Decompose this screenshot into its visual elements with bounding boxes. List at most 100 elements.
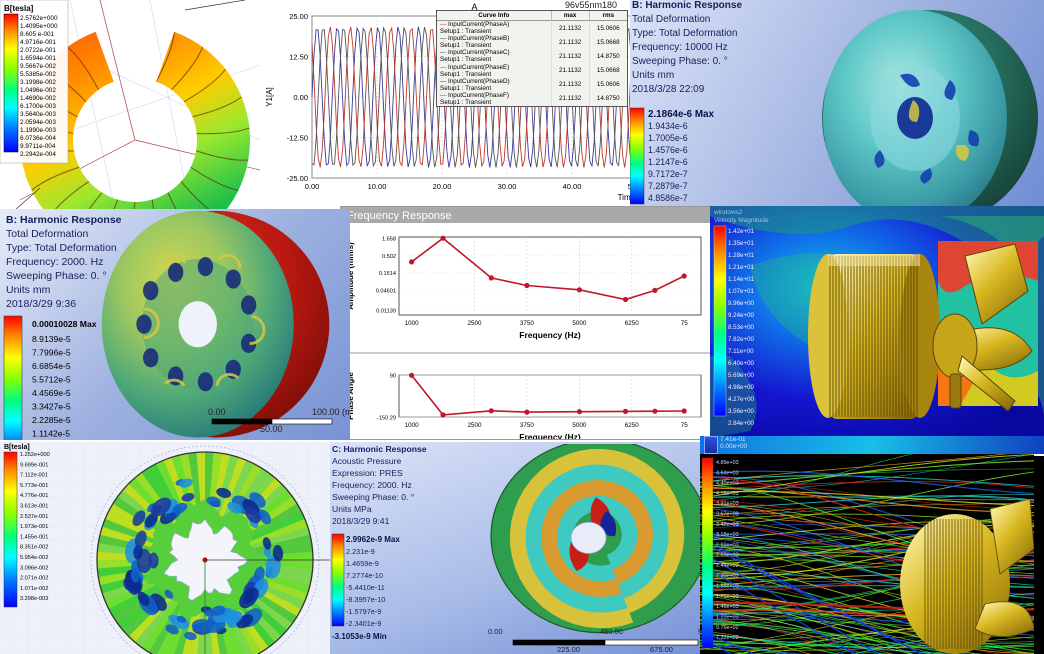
svg-text:1.9434e-6: 1.9434e-6 bbox=[648, 121, 688, 131]
svg-text:1.22e+03: 1.22e+03 bbox=[716, 615, 739, 621]
svg-text:1.252e+000: 1.252e+000 bbox=[20, 452, 50, 458]
svg-text:2.2942e-004: 2.2942e-004 bbox=[20, 151, 56, 158]
svg-text:2.44e+03: 2.44e+03 bbox=[716, 563, 739, 569]
svg-text:1.42e+01: 1.42e+01 bbox=[728, 228, 755, 235]
svg-text:1.4690e-002: 1.4690e-002 bbox=[20, 95, 56, 102]
svg-text:5.773e-001: 5.773e-001 bbox=[20, 483, 48, 489]
svg-text:9.96e+00: 9.96e+00 bbox=[728, 300, 755, 307]
svg-text:B: Harmonic Response: B: Harmonic Response bbox=[632, 0, 742, 11]
svg-text:2018/3/29 9:41: 2018/3/29 9:41 bbox=[332, 516, 390, 526]
svg-text:4.89e+03: 4.89e+03 bbox=[716, 460, 739, 466]
svg-text:100.00 (mm): 100.00 (mm) bbox=[312, 407, 350, 417]
svg-text:-1.5797e-9: -1.5797e-9 bbox=[346, 607, 381, 616]
svg-text:12.50: 12.50 bbox=[289, 53, 308, 62]
svg-text:Frequency Response: Frequency Response bbox=[347, 210, 452, 222]
svg-text:3.91e+03: 3.91e+03 bbox=[716, 501, 739, 507]
svg-text:8.53e+00: 8.53e+00 bbox=[728, 324, 755, 331]
svg-text:1.0496e-002: 1.0496e-002 bbox=[20, 87, 56, 94]
svg-text:2.231e-9: 2.231e-9 bbox=[346, 547, 375, 556]
svg-text:1.28e+01: 1.28e+01 bbox=[728, 252, 755, 259]
svg-text:Frequency: 10000 Hz: Frequency: 10000 Hz bbox=[632, 42, 728, 53]
svg-text:Units mm: Units mm bbox=[632, 70, 674, 81]
svg-text:Acoustic Pressure: Acoustic Pressure bbox=[332, 456, 401, 466]
svg-text:8.351e-002: 8.351e-002 bbox=[20, 545, 48, 551]
svg-text:40.00: 40.00 bbox=[563, 182, 582, 191]
svg-text:25.00: 25.00 bbox=[289, 12, 308, 21]
svg-text:1.658: 1.658 bbox=[382, 237, 396, 243]
svg-text:Velocity Magnitude: Velocity Magnitude bbox=[714, 217, 769, 224]
svg-text:1.6594e-001: 1.6594e-001 bbox=[20, 55, 56, 62]
svg-text:8.605 e-001: 8.605 e-001 bbox=[20, 31, 55, 38]
svg-text:-150.29: -150.29 bbox=[377, 416, 396, 422]
svg-text:7.112e-001: 7.112e-001 bbox=[20, 473, 48, 479]
svg-text:2.69e+03: 2.69e+03 bbox=[716, 553, 739, 559]
svg-text:0.00010028 Max: 0.00010028 Max bbox=[32, 319, 97, 329]
svg-text:-3.1053e-9 Min: -3.1053e-9 Min bbox=[332, 632, 387, 641]
svg-text:1.1142e-5: 1.1142e-5 bbox=[32, 429, 70, 439]
svg-text:3.613e-001: 3.613e-001 bbox=[20, 504, 48, 510]
svg-text:4.8586e-7: 4.8586e-7 bbox=[648, 193, 688, 203]
svg-text:1.35e+01: 1.35e+01 bbox=[728, 240, 755, 247]
svg-text:4.776e-001: 4.776e-001 bbox=[20, 493, 48, 499]
svg-text:2.0722e-001: 2.0722e-001 bbox=[20, 47, 56, 54]
svg-text:6.0736e-004: 6.0736e-004 bbox=[20, 135, 56, 142]
svg-text:Total Deformation: Total Deformation bbox=[6, 228, 88, 240]
svg-text:3.1998e-002: 3.1998e-002 bbox=[20, 79, 56, 86]
svg-text:2.071e-002: 2.071e-002 bbox=[20, 576, 48, 582]
svg-text:C: Harmonic Response: C: Harmonic Response bbox=[332, 444, 427, 454]
svg-text:windows2: windows2 bbox=[713, 209, 743, 216]
svg-text:6.40e+00: 6.40e+00 bbox=[728, 360, 755, 367]
svg-text:-2.3401e-9: -2.3401e-9 bbox=[346, 619, 381, 628]
svg-text:4.64e+03: 4.64e+03 bbox=[716, 470, 739, 476]
svg-text:2.93e+03: 2.93e+03 bbox=[716, 542, 739, 548]
svg-text:-12.50: -12.50 bbox=[287, 134, 308, 143]
svg-text:6250: 6250 bbox=[625, 422, 640, 429]
svg-text:4.98e+00: 4.98e+00 bbox=[728, 384, 755, 391]
svg-text:5.69e+00: 5.69e+00 bbox=[728, 372, 755, 379]
svg-text:-8.3957e-10: -8.3957e-10 bbox=[346, 595, 385, 604]
svg-text:2.20e+03: 2.20e+03 bbox=[716, 573, 739, 579]
svg-text:1.95e+03: 1.95e+03 bbox=[716, 584, 739, 590]
svg-text:0.00: 0.00 bbox=[488, 627, 503, 636]
svg-text:9.7172e-7: 9.7172e-7 bbox=[648, 169, 688, 179]
svg-text:1.71e+03: 1.71e+03 bbox=[716, 594, 739, 600]
svg-text:3.298e-003: 3.298e-003 bbox=[20, 596, 48, 602]
svg-text:450.00: 450.00 bbox=[600, 627, 623, 636]
svg-text:B[tesla]: B[tesla] bbox=[4, 4, 34, 13]
svg-text:5000: 5000 bbox=[572, 320, 587, 327]
svg-text:Frequency (Hz): Frequency (Hz) bbox=[519, 432, 581, 439]
svg-text:6.6854e-5: 6.6854e-5 bbox=[32, 361, 71, 371]
svg-text:225.00: 225.00 bbox=[557, 645, 580, 654]
svg-text:1000: 1000 bbox=[405, 320, 420, 327]
svg-text:1.973e-001: 1.973e-001 bbox=[20, 524, 48, 530]
svg-text:3750: 3750 bbox=[520, 422, 535, 429]
svg-text:0.00: 0.00 bbox=[305, 182, 320, 191]
svg-text:0.00: 0.00 bbox=[208, 407, 226, 417]
svg-text:9.9711e-004: 9.9711e-004 bbox=[20, 143, 56, 150]
svg-text:5.954e-002: 5.954e-002 bbox=[20, 555, 48, 561]
svg-text:9.76e+02: 9.76e+02 bbox=[716, 625, 739, 631]
svg-text:2.537e-001: 2.537e-001 bbox=[20, 514, 48, 520]
svg-text:7.7996e-5: 7.7996e-5 bbox=[32, 348, 71, 358]
svg-text:3750: 3750 bbox=[520, 320, 535, 327]
svg-text:9.5667e-002: 9.5667e-002 bbox=[20, 63, 56, 70]
svg-text:Units MPa: Units MPa bbox=[332, 504, 372, 514]
svg-text:4.9716e-001: 4.9716e-001 bbox=[20, 39, 56, 46]
svg-text:5.5385e-002: 5.5385e-002 bbox=[20, 71, 56, 78]
svg-text:4.16e+03: 4.16e+03 bbox=[716, 491, 739, 497]
svg-text:5.5712e-5: 5.5712e-5 bbox=[32, 375, 71, 385]
svg-text:1.4576e-6: 1.4576e-6 bbox=[648, 145, 688, 155]
svg-text:Type: Total Deformation: Type: Total Deformation bbox=[6, 242, 117, 254]
svg-text:Units mm: Units mm bbox=[6, 284, 51, 296]
svg-text:7.11e+00: 7.11e+00 bbox=[728, 348, 754, 355]
svg-text:2500: 2500 bbox=[467, 422, 482, 429]
svg-text:Sweeping Phase: 0. °: Sweeping Phase: 0. ° bbox=[332, 492, 414, 502]
svg-text:0.00: 0.00 bbox=[293, 93, 308, 102]
svg-text:90: 90 bbox=[390, 374, 396, 380]
svg-text:5000: 5000 bbox=[572, 422, 587, 429]
svg-text:Frequency: 2000. Hz: Frequency: 2000. Hz bbox=[6, 256, 103, 268]
svg-text:1.455e-001: 1.455e-001 bbox=[20, 534, 48, 540]
svg-text:75: 75 bbox=[681, 422, 689, 429]
svg-text:0.01139: 0.01139 bbox=[376, 308, 396, 314]
svg-text:2.0594e-003: 2.0594e-003 bbox=[20, 119, 56, 126]
